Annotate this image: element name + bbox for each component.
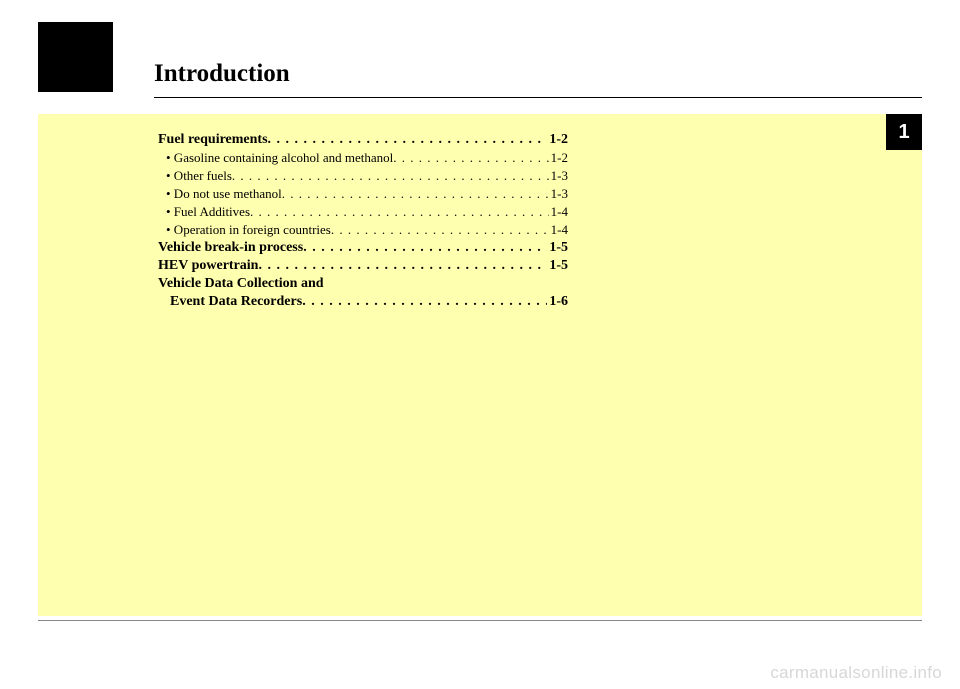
toc-page: 1-4 <box>549 222 568 238</box>
toc-leader-dots <box>282 186 549 202</box>
toc-leader-dots <box>250 204 549 220</box>
toc-leader-dots <box>303 240 547 256</box>
toc-row: HEV powertrain 1-5 <box>158 258 568 274</box>
toc-page: 1-5 <box>547 258 568 274</box>
toc-row: • Fuel Additives 1-4 <box>158 204 568 220</box>
toc-leader-dots <box>268 132 548 148</box>
toc-leader-dots <box>331 222 549 238</box>
table-of-contents: Fuel requirements 1-2 • Gasoline containin… <box>158 132 568 312</box>
toc-page: 1-3 <box>549 168 568 184</box>
toc-leader-dots <box>302 294 547 310</box>
toc-leader-dots <box>258 258 547 274</box>
toc-label: • Do not use methanol <box>166 186 282 202</box>
toc-row: • Do not use methanol 1-3 <box>158 186 568 202</box>
toc-row: Fuel requirements 1-2 <box>158 132 568 148</box>
chapter-badge: 1 <box>886 114 922 150</box>
toc-label: • Operation in foreign countries <box>166 222 331 238</box>
toc-row: Vehicle Data Collection and <box>158 276 568 292</box>
toc-label: • Fuel Additives <box>166 204 250 220</box>
toc-page: 1-5 <box>547 240 568 256</box>
toc-leader-dots <box>232 168 549 184</box>
toc-label: Vehicle Data Collection and <box>158 276 324 292</box>
title-underline <box>154 97 922 98</box>
toc-row: • Gasoline containing alcohol and methan… <box>158 150 568 166</box>
toc-leader-dots <box>393 150 548 166</box>
bottom-rule <box>38 620 922 621</box>
toc-page: 1-6 <box>547 294 568 310</box>
corner-tab <box>38 22 113 92</box>
toc-label: • Other fuels <box>166 168 232 184</box>
toc-page: 1-2 <box>547 132 568 148</box>
watermark: carmanualsonline.info <box>770 663 942 683</box>
toc-row: • Other fuels 1-3 <box>158 168 568 184</box>
toc-page: 1-2 <box>549 150 568 166</box>
toc-label: • Gasoline containing alcohol and methan… <box>166 150 393 166</box>
toc-page: 1-3 <box>549 186 568 202</box>
toc-row: Event Data Recorders 1-6 <box>158 294 568 310</box>
toc-label: Vehicle break-in process <box>158 240 303 256</box>
toc-page: 1-4 <box>549 204 568 220</box>
toc-label: HEV powertrain <box>158 258 258 274</box>
page-title: Introduction <box>154 60 290 88</box>
page: Introduction 1 Fuel requirements 1-2 • Gas… <box>38 22 922 616</box>
toc-label: Event Data Recorders <box>158 294 302 310</box>
chapter-number: 1 <box>898 121 909 144</box>
toc-label: Fuel requirements <box>158 132 268 148</box>
toc-row: • Operation in foreign countries 1-4 <box>158 222 568 238</box>
toc-row: Vehicle break-in process 1-5 <box>158 240 568 256</box>
